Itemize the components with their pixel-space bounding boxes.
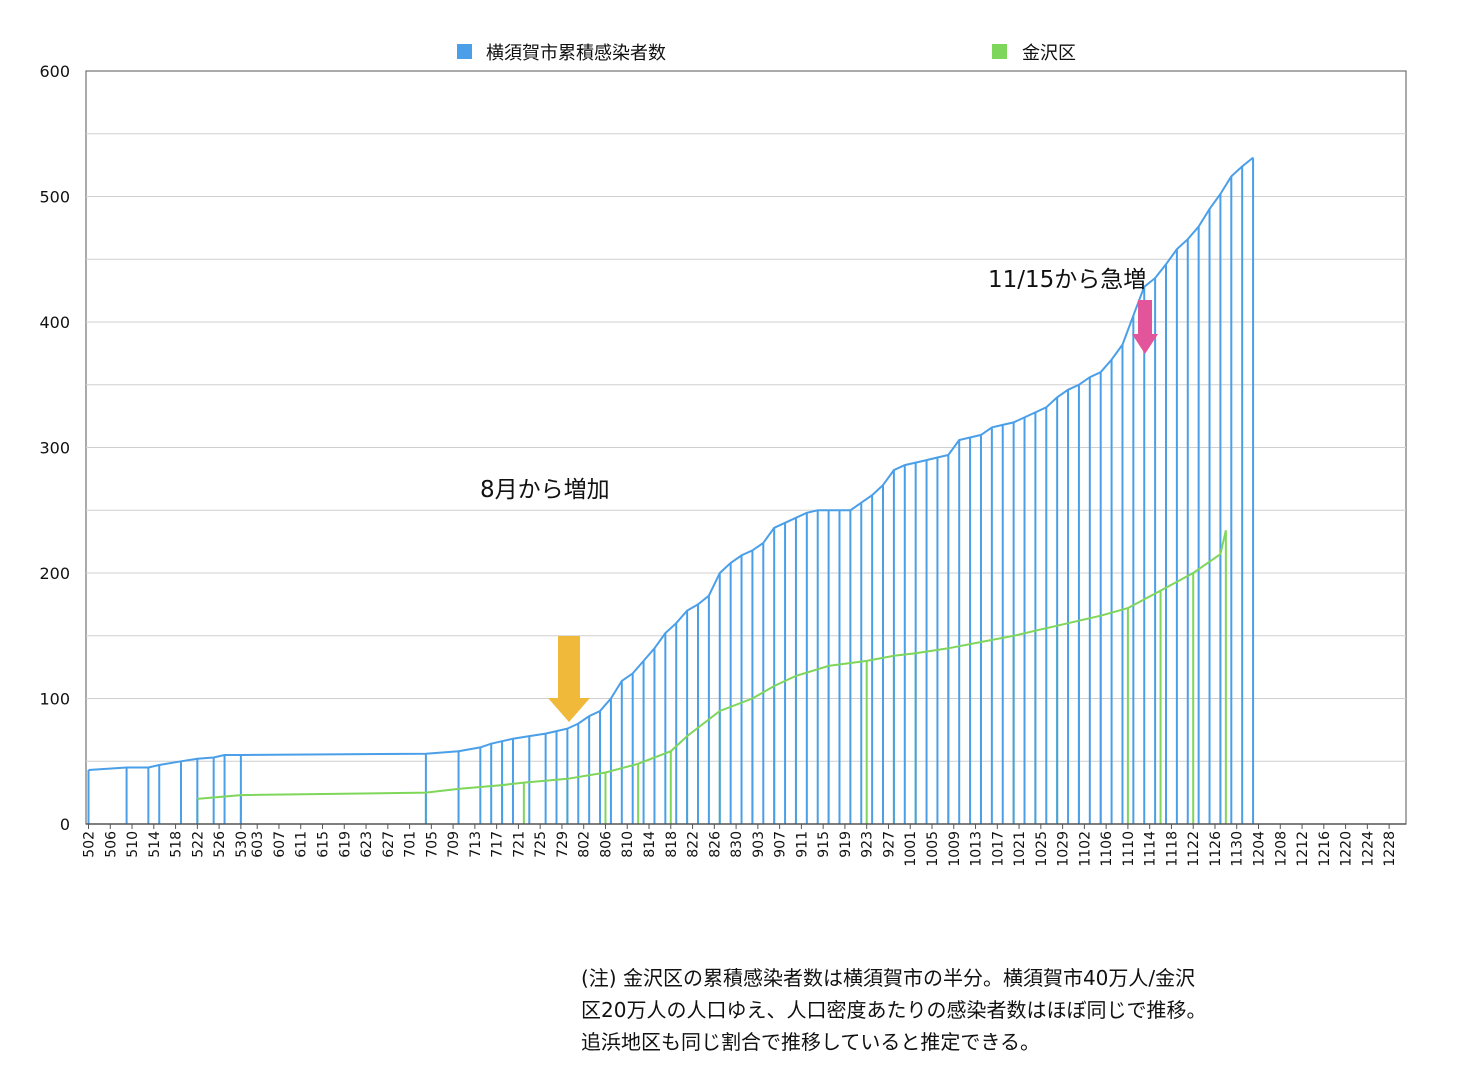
y-tick-label: 200 [39,564,70,583]
x-tick-label: 806 [598,831,614,858]
x-tick-label: 1204 [1252,831,1268,867]
x-tick-label: 1224 [1360,831,1376,867]
x-tick-label: 701 [403,831,419,858]
x-tick-label: 502 [82,831,98,858]
x-tick-label: 1208 [1273,831,1289,867]
x-tick-label: 510 [125,831,141,858]
x-tick-label: 1216 [1317,831,1333,867]
x-tick-label: 1025 [1034,831,1050,867]
yokosuka-bars [87,157,1255,824]
x-tick-label: 729 [555,831,571,858]
x-tick-label: 1021 [1012,831,1028,867]
legend-swatch-yokosuka [457,44,472,59]
x-tick-label: 603 [250,831,266,858]
x-tick-label: 1029 [1056,831,1072,867]
x-tick-label: 826 [707,831,723,858]
x-tick-label: 623 [359,831,375,858]
x-tick-label: 611 [294,831,310,858]
legend-swatch-kanazawa [992,44,1007,59]
footnote-line-3: 追浜地区も同じ割合で推移していると推定できる。 [581,1030,1040,1054]
x-tick-label: 1118 [1164,831,1180,867]
x-tick-label: 903 [751,831,767,858]
x-tick-label: 514 [147,831,163,858]
x-tick-label: 915 [816,831,832,858]
x-tick-label: 1001 [903,831,919,867]
pink-down-arrow-icon [1132,300,1158,354]
x-tick-label: 1106 [1099,831,1115,867]
legend-label-yokosuka: 横須賀市累積感染者数 [486,43,666,64]
yokosuka-series-line [88,156,1254,771]
x-tick-label: 810 [620,831,636,858]
kanazawa-series-line [197,530,1227,800]
y-axis-ticks: 0 100 200 300 400 500 600 [39,62,70,834]
footnote-line-2: 区20万人の人口ゆえ、人口密度あたりの感染者数はほぼ同じで推移。 [581,998,1207,1022]
x-tick-label: 1220 [1339,831,1355,867]
x-tick-label: 615 [316,831,332,858]
legend: 横須賀市累積感染者数 金沢区 [457,43,1076,64]
x-tick-label: 506 [103,831,119,858]
x-tick-label: 1228 [1382,831,1398,867]
x-tick-label: 818 [664,831,680,858]
footnote: (注) 金沢区の累積感染者数は横須賀市の半分。横須賀市40万人/金沢 区20万人… [581,962,1441,1058]
x-tick-label: 1102 [1077,831,1093,867]
x-tick-label: 1122 [1186,831,1202,867]
x-tick-label: 1110 [1121,831,1137,867]
x-tick-label: 725 [533,831,549,858]
x-tick-label: 627 [381,831,397,858]
x-tick-label: 619 [337,831,353,858]
x-tick-label: 607 [272,831,288,858]
y-tick-label: 100 [39,690,70,709]
x-tick-label: 802 [577,831,593,858]
x-tick-label: 526 [212,831,228,858]
x-tick-label: 1017 [990,831,1006,867]
x-tick-label: 717 [490,831,506,858]
annotation-november-text: 11/15から急増 [988,267,1146,293]
annotation-november-surge: 11/15から急増 [988,267,1158,354]
x-tick-label: 919 [838,831,854,858]
y-tick-label: 400 [39,313,70,332]
x-tick-label: 518 [169,831,185,858]
y-tick-label: 300 [39,439,70,458]
x-axis-ticks: 502 506 510 514 518 522 526 530 603 607 611 615 619 6… [82,824,1398,867]
x-tick-label: 705 [424,831,440,858]
y-tick-label: 500 [39,188,70,207]
annotation-august-text: 8月から増加 [480,477,610,503]
x-tick-label: 709 [446,831,462,858]
y-tick-label: 600 [39,62,70,81]
y-tick-label: 0 [60,815,70,834]
x-tick-label: 1212 [1295,831,1311,867]
x-tick-label: 522 [190,831,206,858]
x-tick-label: 1114 [1143,831,1159,867]
x-tick-label: 911 [794,831,810,858]
x-tick-label: 1130 [1230,831,1246,867]
gridlines [86,133,1406,762]
x-tick-label: 814 [642,831,658,858]
x-tick-label: 927 [881,831,897,858]
x-tick-label: 721 [511,831,527,858]
x-tick-label: 822 [686,831,702,858]
x-tick-label: 713 [468,831,484,858]
legend-label-kanazawa: 金沢区 [1022,43,1076,64]
footnote-line-1: (注) 金沢区の累積感染者数は横須賀市の半分。横須賀市40万人/金沢 [581,966,1196,990]
x-tick-label: 1005 [925,831,941,867]
x-tick-label: 907 [773,831,789,858]
annotation-august-increase: 8月から増加 [480,477,610,722]
cumulative-infections-chart: 0 100 200 300 400 500 600 502 506 510 514 518 522 52… [39,43,1407,867]
x-tick-label: 830 [729,831,745,858]
x-tick-label: 923 [860,831,876,858]
x-tick-label: 1013 [969,831,985,867]
x-tick-label: 530 [234,831,250,858]
x-tick-label: 1126 [1208,831,1224,867]
x-tick-label: 1009 [947,831,963,867]
orange-down-arrow-icon [548,636,590,722]
